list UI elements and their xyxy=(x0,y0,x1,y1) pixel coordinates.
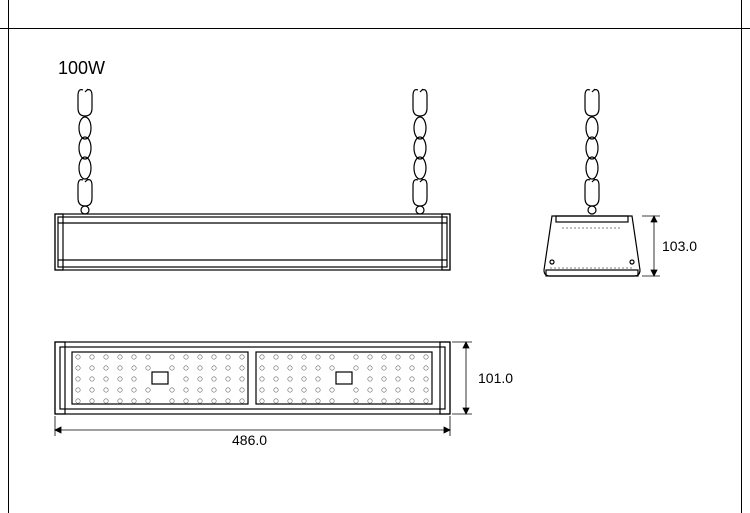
dim-height xyxy=(452,342,472,414)
dim-height-label: 101.0 xyxy=(478,370,513,386)
leds-module-1 xyxy=(76,355,244,403)
dim-width-label: 486.0 xyxy=(232,432,267,448)
leds-module-2 xyxy=(260,355,428,403)
bottom-view xyxy=(0,0,750,513)
